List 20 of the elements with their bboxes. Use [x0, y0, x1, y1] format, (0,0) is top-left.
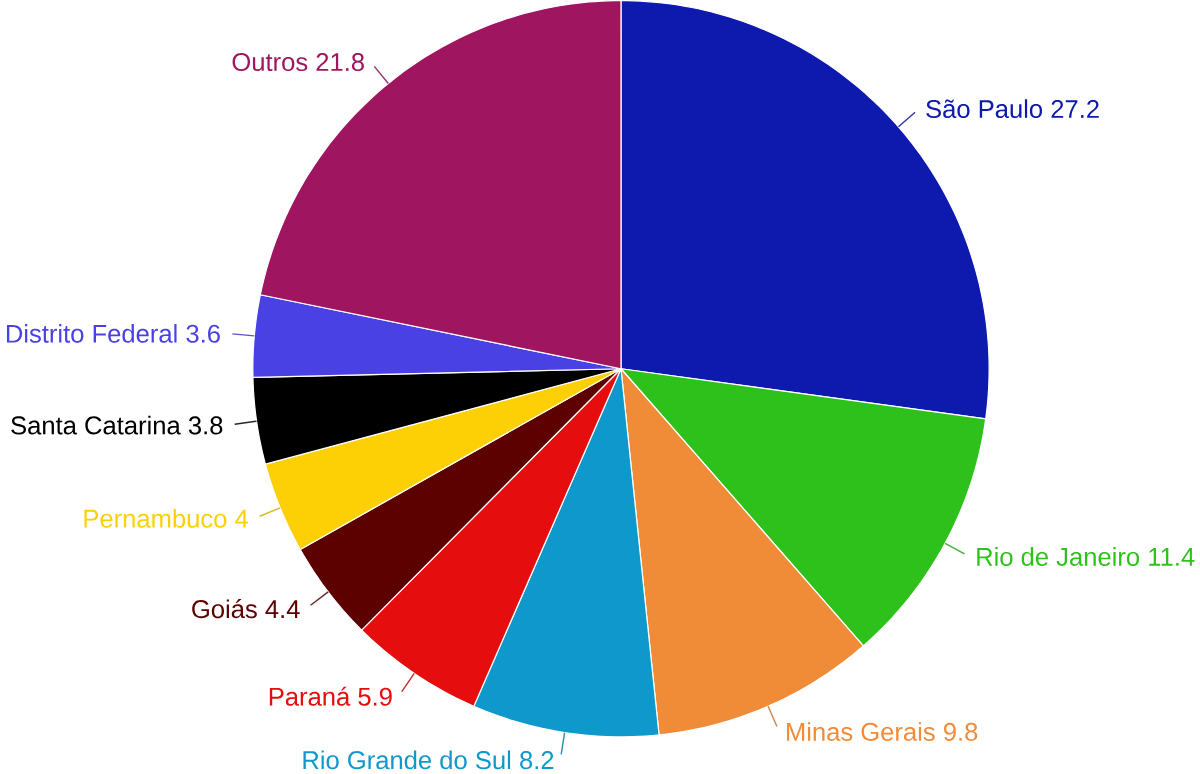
data-label: 9.8 — [943, 722, 978, 741]
data-label: 3.8 — [188, 416, 223, 435]
slice-label: Distrito Federal — [6, 323, 177, 343]
data-label: 4 — [235, 509, 249, 528]
slice-label: Rio Grande do Sul — [303, 750, 511, 770]
slice-label: Santa Catarina — [11, 415, 181, 435]
slice-label: Pernambuco — [84, 508, 227, 528]
slice-label: São Paulo — [926, 99, 1043, 118]
data-label: 4.4 — [265, 600, 300, 618]
data-label: 27.2 — [1051, 99, 1099, 118]
data-label: 21.8 — [316, 52, 364, 72]
data-label: 8.2 — [520, 751, 554, 770]
slice-label: Minas Gerais — [787, 722, 935, 741]
data-label: 11.4 — [1149, 547, 1195, 566]
slice-label: Goiás — [192, 599, 257, 619]
slice-label: Paraná — [269, 686, 351, 706]
data-label: 3.6 — [186, 324, 220, 343]
slice-label: Outros — [232, 52, 308, 72]
slice-label: Rio de Janeiro — [977, 547, 1140, 566]
data-label: 5.9 — [358, 687, 392, 706]
